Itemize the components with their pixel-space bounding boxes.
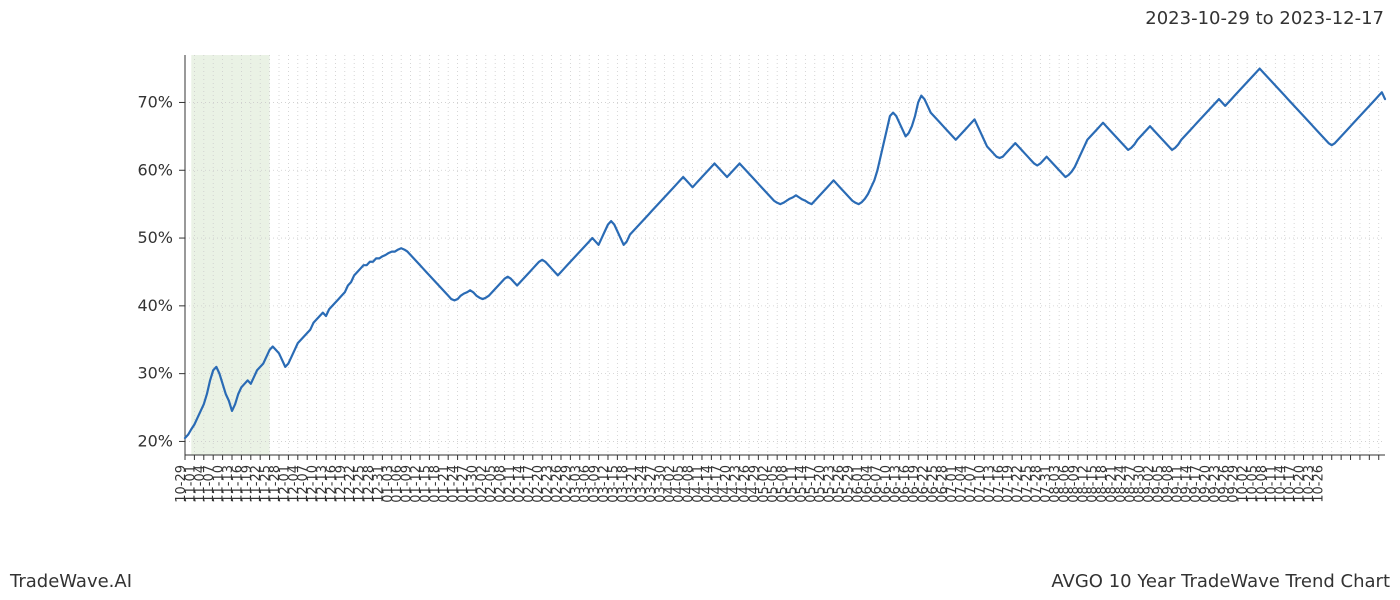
- y-tick-label: 40%: [137, 296, 173, 315]
- x-tick-label: 10-26: [1311, 465, 1326, 503]
- brand-label: TradeWave.AI: [10, 571, 132, 592]
- trend-chart: 20%30%40%50%60%70%10-2911-0111-0411-0711…: [0, 0, 1400, 600]
- y-tick-label: 50%: [137, 228, 173, 247]
- y-tick-label: 20%: [137, 431, 173, 450]
- chart-caption: AVGO 10 Year TradeWave Trend Chart: [1051, 571, 1390, 592]
- y-tick-label: 60%: [137, 160, 173, 179]
- date-range-label: 2023-10-29 to 2023-12-17: [1145, 8, 1384, 29]
- chart-container: 2023-10-29 to 2023-12-17 20% 30% 40% 50% 60%…: [0, 0, 1400, 600]
- trend-line: [185, 69, 1385, 438]
- highlight-band: [191, 55, 269, 455]
- y-tick-label: 30%: [137, 364, 173, 383]
- y-tick-label: 70%: [137, 92, 173, 111]
